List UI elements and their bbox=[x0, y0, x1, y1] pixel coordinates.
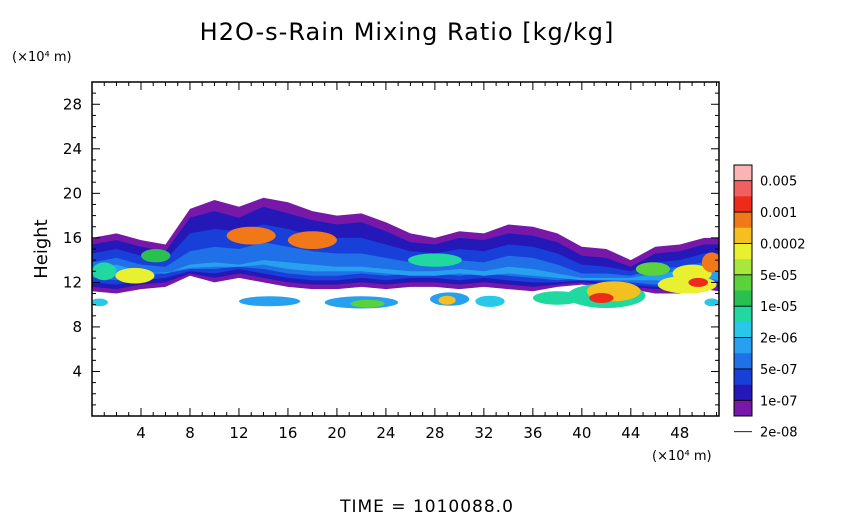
chart-title: H2O-s-Rain Mixing Ratio [kg/kg] bbox=[200, 18, 615, 46]
cloud-blob-9 bbox=[239, 296, 301, 307]
cloud-blob-2 bbox=[92, 262, 117, 281]
x-tick-label-10: 44 bbox=[621, 424, 640, 442]
colorbar-swatch-12 bbox=[734, 353, 752, 370]
colorbar-swatch-14 bbox=[734, 384, 752, 401]
cloud-blob-4 bbox=[287, 231, 337, 250]
cloud-blob-6 bbox=[635, 262, 671, 276]
y-tick-label-5: 24 bbox=[63, 140, 82, 158]
time-label: TIME = 1010088.0 bbox=[339, 497, 514, 517]
colorbar-label-6: 5e-07 bbox=[760, 363, 798, 378]
colorbar-swatch-13 bbox=[734, 368, 752, 385]
colorbar-swatch-2 bbox=[734, 196, 752, 213]
x-tick-label-8: 36 bbox=[523, 424, 542, 442]
x-tick-label-0: 4 bbox=[136, 424, 146, 442]
colorbar-swatch-8 bbox=[734, 290, 752, 307]
cloud-blob-1 bbox=[141, 249, 171, 263]
colorbar: 0.005 0.001 0.0002 5e-05 1e-05 2e-06 5e-07 1e-0… bbox=[733, 164, 806, 441]
colorbar-frame bbox=[733, 164, 753, 417]
x-tick-label-5: 24 bbox=[376, 424, 395, 442]
cloud-blob-8 bbox=[701, 252, 719, 273]
colorbar-swatch-4 bbox=[734, 227, 752, 244]
colorbar-swatch-5 bbox=[734, 243, 752, 260]
y-tick-label-4: 20 bbox=[63, 184, 82, 202]
colorbar-swatch-3 bbox=[734, 212, 752, 229]
x-tick-label-1: 8 bbox=[185, 424, 195, 442]
colorbar-swatch-6 bbox=[734, 259, 752, 276]
colorbar-label-3: 5e-05 bbox=[760, 269, 798, 284]
colorbar-swatch-10 bbox=[734, 321, 752, 338]
colorbar-label-4: 1e-05 bbox=[760, 300, 798, 315]
y-tick-label-1: 8 bbox=[72, 318, 82, 336]
colorbar-swatch-9 bbox=[734, 306, 752, 323]
cloud-band-4 bbox=[92, 260, 719, 283]
x-tick-label-7: 32 bbox=[474, 424, 493, 442]
cloud-blob-13 bbox=[438, 295, 456, 305]
colorbar-label-0: 0.005 bbox=[760, 175, 797, 190]
x-tick-label-11: 48 bbox=[670, 424, 689, 442]
x-tick-label-6: 28 bbox=[425, 424, 444, 442]
y-tick-label-2: 12 bbox=[63, 273, 82, 291]
cloud-blob-20 bbox=[688, 277, 708, 287]
x-axis-unit: (×10⁴ m) bbox=[652, 449, 712, 464]
y-axis-label: Height bbox=[31, 219, 52, 279]
colorbar-swatch-7 bbox=[734, 274, 752, 291]
y-axis-unit: (×10⁴ m) bbox=[12, 50, 72, 65]
cloud-blob-11 bbox=[350, 299, 385, 308]
x-tick-label-9: 40 bbox=[572, 424, 591, 442]
x-tick-label-2: 12 bbox=[229, 424, 248, 442]
y-tick-label-6: 28 bbox=[63, 95, 82, 113]
plot-area bbox=[92, 197, 719, 309]
cloud-blob-18 bbox=[589, 293, 614, 303]
cloud-blob-3 bbox=[226, 226, 276, 245]
cloud-blob-14 bbox=[475, 295, 505, 307]
colorbar-label-5: 2e-06 bbox=[760, 332, 798, 347]
colorbar-label-2: 0.0002 bbox=[760, 237, 806, 252]
colorbar-swatch-1 bbox=[734, 180, 752, 197]
y-tick-label-3: 16 bbox=[63, 229, 82, 247]
colorbar-swatch-11 bbox=[734, 337, 752, 354]
colorbar-label-8: 2e-08 bbox=[760, 426, 798, 441]
colorbar-swatch-0 bbox=[734, 165, 752, 181]
y-tick-label-0: 4 bbox=[72, 362, 82, 380]
cloud-blob-5 bbox=[408, 253, 462, 267]
colorbar-swatch-15 bbox=[734, 400, 752, 417]
x-tick-label-3: 16 bbox=[278, 424, 297, 442]
cloud-blob-19 bbox=[657, 275, 717, 294]
colorbar-label-1: 0.001 bbox=[760, 206, 797, 221]
cloud-blob-0 bbox=[115, 267, 155, 284]
colorbar-label-7: 1e-07 bbox=[760, 394, 798, 409]
x-tick-label-4: 20 bbox=[327, 424, 346, 442]
cloud-band-3 bbox=[92, 242, 719, 285]
